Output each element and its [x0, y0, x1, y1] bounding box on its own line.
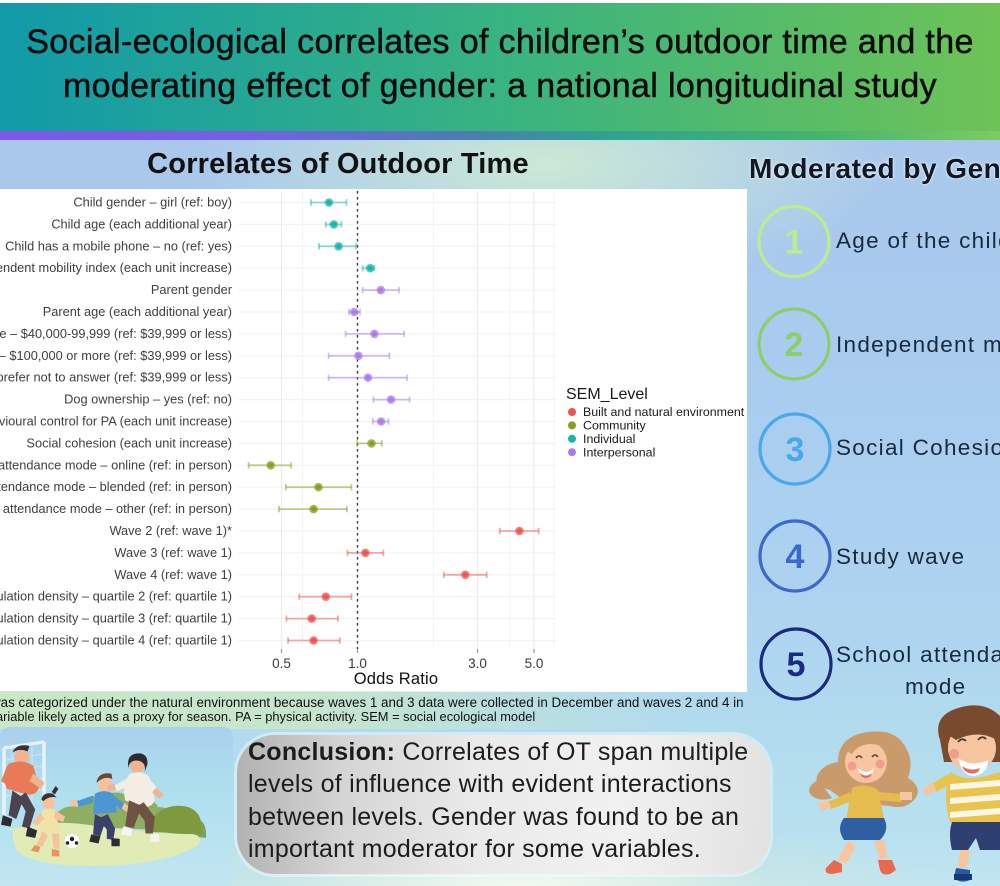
svg-text:Independent mobility index (ea: Independent mobility index (each unit in… [0, 260, 232, 275]
svg-text:Social cohesion (each unit inc: Social cohesion (each unit increase) [26, 435, 232, 450]
svg-text:School attendance mode – blend: School attendance mode – blended (ref: i… [0, 479, 232, 494]
svg-text:Child age (each additional yea: Child age (each additional year) [51, 216, 232, 231]
svg-text:SEM_Level: SEM_Level [566, 386, 648, 403]
svg-text:School attendance mode – onlin: School attendance mode – online (ref: in… [0, 457, 232, 472]
svg-text:5: 5 [787, 646, 806, 684]
svg-text:Perceived behavioural control: Perceived behavioural control for PA (ea… [0, 414, 232, 429]
svg-text:Household income – prefer not: Household income – prefer not to answer … [0, 370, 232, 385]
svg-text:Parent age (each additional ye: Parent age (each additional year) [43, 304, 232, 319]
svg-text:Population density – quartile: Population density – quartile 4 (ref: qu… [0, 633, 232, 648]
svg-text:5.0: 5.0 [525, 656, 544, 671]
svg-text:School attendance mode – other: School attendance mode – other (ref: in … [0, 501, 232, 516]
svg-text:3.0: 3.0 [468, 656, 487, 671]
svg-text:Community: Community [583, 419, 646, 433]
svg-text:Population density – quartile: Population density – quartile 3 (ref: qu… [0, 611, 232, 626]
svg-text:Child gender – girl (ref: boy): Child gender – girl (ref: boy) [73, 195, 232, 210]
svg-text:Population density – quartile: Population density – quartile 2 (ref: qu… [0, 589, 232, 604]
svg-text:Interpersonal: Interpersonal [583, 445, 655, 459]
svg-text:1: 1 [785, 224, 804, 262]
svg-text:Child has a mobile phone – no: Child has a mobile phone – no (ref: yes) [5, 238, 232, 253]
svg-text:1.0: 1.0 [348, 656, 367, 671]
svg-text:Wave 4 (ref: wave 1): Wave 4 (ref: wave 1) [114, 567, 232, 582]
svg-text:Odds Ratio: Odds Ratio [354, 670, 439, 688]
svg-text:Wave 3 (ref: wave 1): Wave 3 (ref: wave 1) [114, 545, 232, 560]
svg-text:Individual: Individual [583, 432, 635, 446]
svg-text:3: 3 [786, 431, 805, 469]
svg-text:Wave 2 (ref: wave 1)*: Wave 2 (ref: wave 1)* [109, 523, 232, 538]
svg-text:Household income – $100,000 or: Household income – $100,000 or more (ref… [0, 348, 232, 363]
svg-text:Household income – $40,000-99,: Household income – $40,000-99,999 (ref: … [0, 326, 232, 341]
svg-text:4: 4 [786, 538, 805, 576]
svg-text:0.5: 0.5 [272, 656, 291, 671]
svg-text:Dog ownership – yes (ref: no): Dog ownership – yes (ref: no) [64, 392, 232, 407]
svg-text:Built and natural environment: Built and natural environment [583, 405, 745, 419]
svg-text:Parent gender: Parent gender [151, 282, 233, 297]
svg-text:2: 2 [785, 326, 804, 364]
